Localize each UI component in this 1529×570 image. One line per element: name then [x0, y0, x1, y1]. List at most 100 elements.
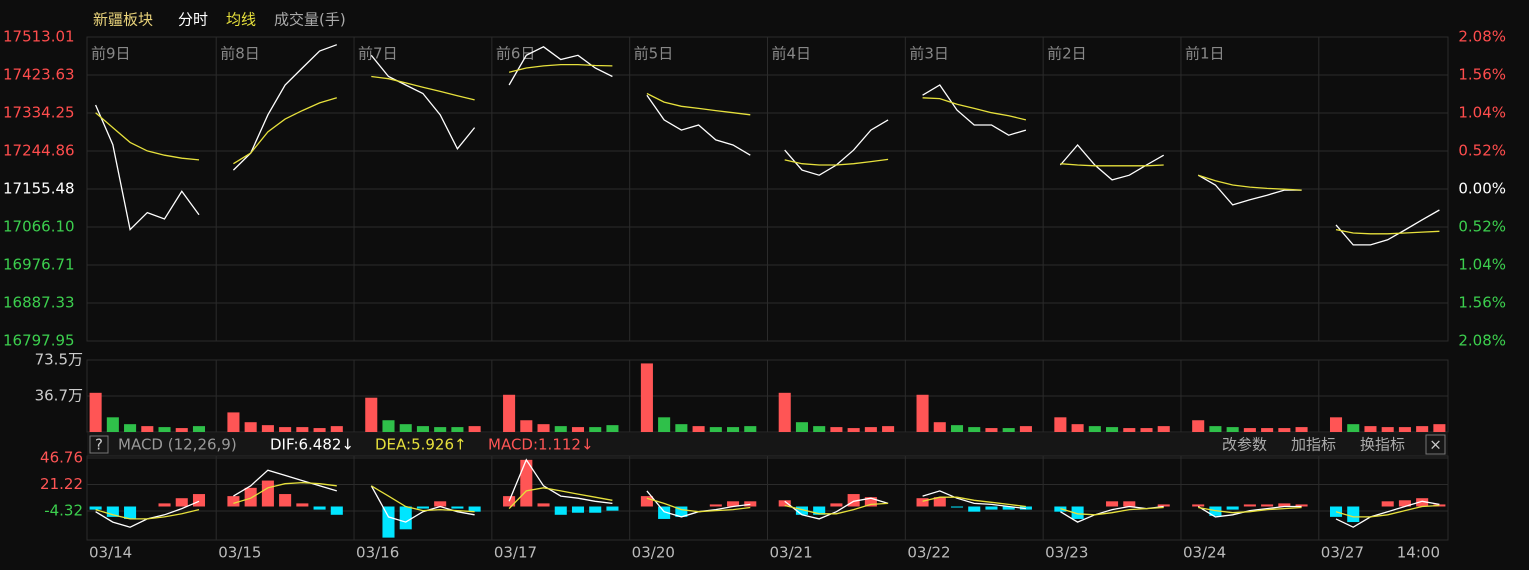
volume-bar — [1398, 427, 1411, 432]
volume-bar — [1140, 428, 1153, 432]
macd-bar — [933, 497, 946, 507]
volume-bar — [658, 417, 671, 432]
volume-bar — [985, 428, 998, 432]
volume-bar — [227, 412, 240, 432]
volume-bar — [744, 426, 757, 432]
volume-bar — [916, 394, 929, 432]
macd-bar — [1261, 504, 1274, 507]
volume-bar — [124, 424, 137, 432]
macd-bar — [864, 497, 877, 507]
macd-bar — [640, 496, 653, 507]
y-tick-label: 36.7万 — [35, 387, 83, 405]
y-tick-label: 17155.48 — [3, 180, 75, 198]
volume-bar — [968, 427, 981, 432]
panel-title: 新疆板块 — [93, 11, 153, 29]
macd-bar — [985, 506, 998, 510]
volume-bar — [1433, 424, 1446, 432]
tab[interactable]: 均线 — [226, 11, 256, 29]
macd-bar — [313, 506, 326, 510]
help-button[interactable]: ? — [95, 436, 103, 454]
button[interactable]: 加指标 — [1291, 436, 1336, 454]
day-label: 前9日 — [91, 45, 131, 63]
volume-bar — [1261, 428, 1274, 432]
tab[interactable]: 成交量(手) — [274, 11, 346, 29]
x-tick-label: 03/15 — [218, 544, 261, 562]
macd-bar — [124, 506, 137, 519]
volume-bar — [1416, 426, 1429, 432]
macd-bar — [279, 494, 292, 507]
y-tick-label: -4.32 — [44, 501, 83, 519]
volume-bar — [589, 427, 602, 432]
close-button[interactable]: × — [1429, 436, 1442, 454]
legend-macd: MACD:1.112↓ — [488, 436, 594, 454]
y2-tick-label: 0.52% — [1458, 142, 1506, 160]
volume-bar — [813, 426, 826, 432]
y-tick-label: 17423.63 — [3, 65, 75, 83]
y-tick-label: 16976.71 — [3, 256, 75, 274]
macd-bar — [1106, 501, 1119, 507]
macd-bar — [399, 506, 412, 530]
button[interactable]: 换指标 — [1360, 436, 1405, 454]
volume-bar — [1123, 428, 1136, 432]
x-tick-label: 03/24 — [1183, 544, 1226, 562]
macd-header-bar — [87, 433, 1448, 456]
volume-bar — [1381, 427, 1394, 432]
volume-bar — [192, 426, 206, 432]
macd-bar — [727, 501, 740, 507]
macd-bar — [451, 506, 464, 509]
volume-bar — [795, 422, 808, 432]
day-label: 前4日 — [772, 45, 812, 63]
y-tick-label: 21.22 — [40, 475, 83, 493]
volume-bar — [399, 424, 412, 432]
volume-bar — [1157, 426, 1170, 432]
macd-bar — [795, 506, 808, 515]
macd-bar — [813, 506, 826, 515]
macd-bar — [1071, 506, 1084, 519]
volume-bar — [175, 428, 188, 432]
x-tick-label: 03/17 — [494, 544, 537, 562]
macd-bar — [261, 480, 274, 507]
macd-bar — [950, 506, 964, 508]
y-tick-label: 46.76 — [40, 448, 83, 466]
button[interactable]: 改参数 — [1222, 436, 1267, 454]
close-box[interactable] — [1425, 434, 1446, 455]
macd-bar — [658, 506, 671, 519]
x-tick-label: 03/23 — [1045, 544, 1088, 562]
volume-bar — [158, 427, 171, 432]
help-box[interactable] — [89, 435, 109, 454]
macd-bar — [416, 506, 429, 509]
volume-bar — [106, 417, 119, 432]
volume-bar — [709, 427, 722, 432]
macd-bar — [1347, 506, 1360, 523]
macd-bar — [1226, 506, 1239, 510]
macd-bar — [1243, 504, 1256, 507]
day-label: 前7日 — [358, 45, 398, 63]
day-label: 前6日 — [496, 45, 536, 63]
volume-bar — [1071, 424, 1084, 432]
time-label: 14:00 — [1397, 544, 1440, 562]
macd-bar — [916, 498, 929, 507]
macd-bar — [192, 494, 206, 507]
macd-bar — [606, 506, 619, 511]
x-tick-label: 03/16 — [356, 544, 399, 562]
day-label: 前1日 — [1185, 45, 1225, 63]
volume-bar — [950, 425, 964, 432]
volume-bar — [89, 392, 102, 432]
macd-bar — [382, 506, 395, 538]
volume-bar — [1192, 420, 1205, 432]
volume-bar — [1088, 426, 1101, 432]
volume-bar — [1329, 417, 1343, 432]
volume-bar — [1002, 428, 1015, 432]
volume-bar — [882, 426, 895, 432]
macd-bar — [296, 503, 309, 507]
volume-bar — [1054, 417, 1067, 432]
x-tick-label: 03/22 — [907, 544, 950, 562]
legend-dif: DIF:6.482↓ — [270, 436, 354, 454]
volume-bar — [434, 427, 447, 432]
volume-bar — [847, 428, 860, 432]
day-label: 前3日 — [909, 45, 949, 63]
macd-bar — [1398, 500, 1411, 507]
macd-bar — [244, 487, 257, 507]
tab[interactable]: 分时 — [178, 11, 208, 29]
volume-bar — [296, 427, 309, 432]
